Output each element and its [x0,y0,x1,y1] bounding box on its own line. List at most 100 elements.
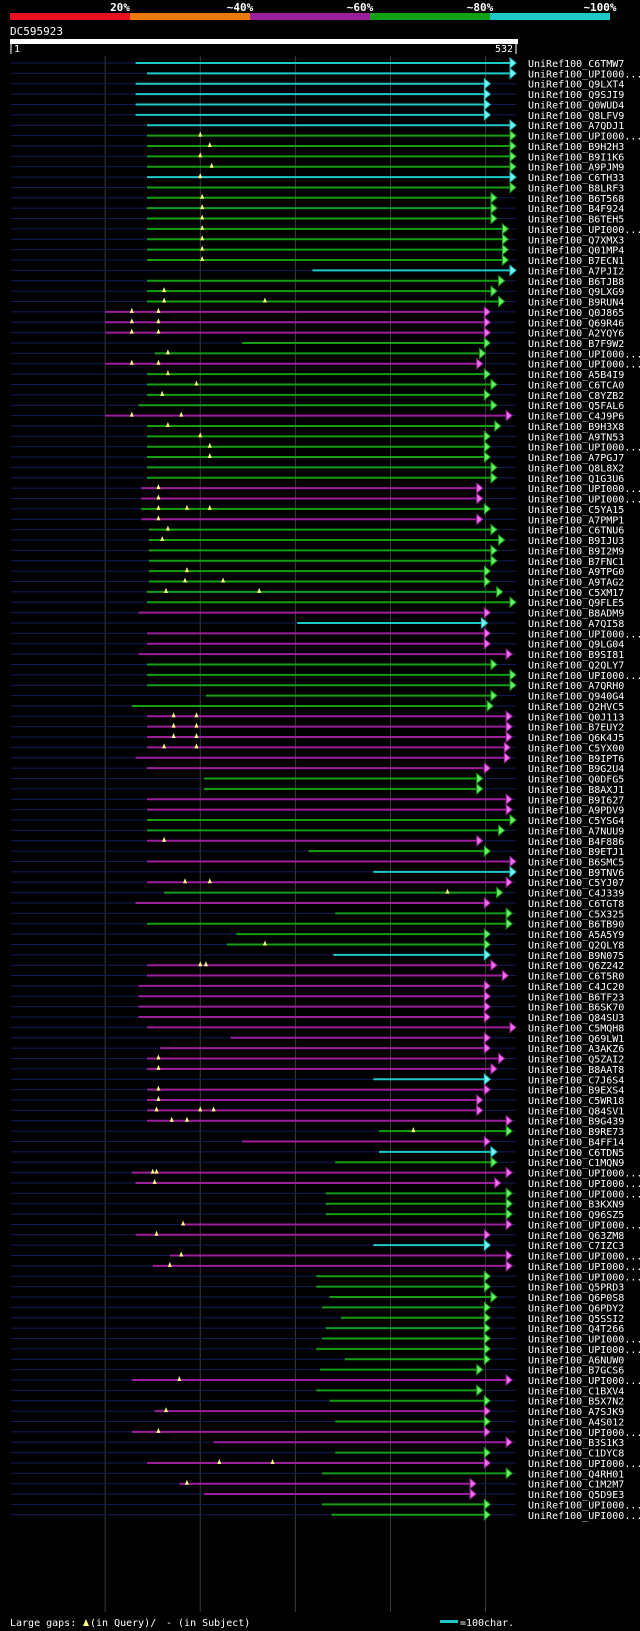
hit-label[interactable]: UniRef100_Q5SSI2 [528,1314,624,1325]
hit-label[interactable]: UniRef100_UPI000... [528,1345,640,1356]
hit-row[interactable]: UniRef100_C4J9P6 [11,409,624,423]
hit-row[interactable]: UniRef100_C6TDN5 [11,1145,624,1159]
hit-label[interactable]: UniRef100_C7J6S4 [528,1075,624,1086]
hit-label[interactable]: UniRef100_C6TGT8 [528,899,624,910]
hit-label[interactable]: UniRef100_B9SI81 [528,650,624,661]
hit-label[interactable]: UniRef100_B9H2H3 [528,142,624,153]
hit-label[interactable]: UniRef100_B6TF23 [528,992,624,1003]
hit-label[interactable]: UniRef100_Q96SZ5 [528,1210,624,1221]
hit-label[interactable]: UniRef100_C5YSG4 [528,816,624,827]
hit-row[interactable]: UniRef100_UPI000... [11,482,640,495]
hit-label[interactable]: UniRef100_A5A5Y9 [528,930,624,941]
hit-label[interactable]: UniRef100_UPI000... [528,1220,640,1231]
hit-row[interactable]: UniRef100_B6SMC5 [11,855,624,868]
hit-row[interactable]: UniRef100_Q01MP4 [11,243,624,257]
hit-row[interactable]: UniRef100_A9TPG0 [11,565,624,578]
hit-label[interactable]: UniRef100_C5YA15 [528,505,624,516]
hit-row[interactable]: UniRef100_Q2QLY8 [11,938,624,951]
hit-label[interactable]: UniRef100_B8AXJ1 [528,785,624,796]
hit-row[interactable]: UniRef100_A4S012 [11,1415,624,1428]
hit-label[interactable]: UniRef100_B8AAT8 [528,1065,624,1076]
hit-row[interactable]: UniRef100_A2YQY6 [11,326,624,340]
hit-row[interactable]: UniRef100_Q9FLE5 [11,596,624,609]
hit-row[interactable]: UniRef100_A7QDJ1 [11,119,624,132]
hit-row[interactable]: UniRef100_Q96SZ5 [11,1208,624,1221]
hit-row[interactable]: UniRef100_B4FF14 [11,1135,624,1148]
hit-label[interactable]: UniRef100_Q1G3U6 [528,474,624,485]
hit-label[interactable]: UniRef100_UPI000... [528,629,640,640]
hit-row[interactable]: UniRef100_Q5PRD3 [11,1280,624,1294]
hit-label[interactable]: UniRef100_A7QDJ1 [528,121,624,132]
hit-label[interactable]: UniRef100_A3AKZ6 [528,1044,624,1055]
hit-row[interactable]: UniRef100_Q9SJI9 [11,88,624,101]
hit-label[interactable]: UniRef100_B6TB90 [528,920,624,931]
hit-label[interactable]: UniRef100_A7SJK9 [528,1407,624,1418]
hit-label[interactable]: UniRef100_C7IZC3 [528,1241,624,1252]
hit-row[interactable]: UniRef100_B6TEH5 [11,212,624,226]
hit-label[interactable]: UniRef100_UPI000... [528,671,640,682]
hit-label[interactable]: UniRef100_B3KXN9 [528,1200,624,1211]
hit-label[interactable]: UniRef100_UPI000... [528,132,640,143]
hit-row[interactable]: UniRef100_UPI000... [11,1270,640,1283]
hit-row[interactable]: UniRef100_C6TGT8 [11,896,624,910]
hit-label[interactable]: UniRef100_UPI000... [528,495,640,506]
hit-row[interactable]: UniRef100_Q4T266 [11,1322,624,1335]
hit-row[interactable]: UniRef100_B7ECN1 [11,253,624,267]
hit-row[interactable]: UniRef100_C1BXV4 [11,1384,624,1397]
hit-row[interactable]: UniRef100_B6SK70 [11,1000,624,1014]
hit-row[interactable]: UniRef100_B8ADM9 [11,606,624,620]
hit-row[interactable]: UniRef100_A7PMP1 [11,513,624,526]
hit-row[interactable]: UniRef100_C5WR18 [11,1093,624,1107]
hit-label[interactable]: UniRef100_C5XM17 [528,588,624,599]
hit-label[interactable]: UniRef100_Q9FLE5 [528,598,624,609]
hit-row[interactable]: UniRef100_Q7XMX3 [11,233,624,246]
hit-row[interactable]: UniRef100_C7J6S4 [11,1073,624,1086]
hit-label[interactable]: UniRef100_C5MQH8 [528,1023,624,1034]
hit-row[interactable]: UniRef100_C5YA15 [11,502,624,516]
hit-label[interactable]: UniRef100_B4F886 [528,837,624,848]
hit-row[interactable]: UniRef100_A7NUU9 [11,824,624,837]
hit-row[interactable]: UniRef100_B9TNV6 [11,865,624,879]
hit-row[interactable]: UniRef100_Q0WUD4 [11,98,624,111]
hit-label[interactable]: UniRef100_UPI000... [528,1511,640,1522]
hit-row[interactable]: UniRef100_C7IZC3 [11,1239,624,1252]
hit-row[interactable]: UniRef100_B9G2U4 [11,762,624,775]
hit-label[interactable]: UniRef100_A2YQY6 [528,329,624,340]
hit-row[interactable]: UniRef100_A5A5Y9 [11,928,624,941]
hit-row[interactable]: UniRef100_UPI000... [11,1456,640,1470]
hit-label[interactable]: UniRef100_A5B4I9 [528,370,624,381]
hit-row[interactable]: UniRef100_B7FNC1 [11,554,624,568]
hit-row[interactable]: UniRef100_B8LRF3 [11,181,624,194]
hit-label[interactable]: UniRef100_C4J9P6 [528,412,624,423]
hit-label[interactable]: UniRef100_UPI000... [528,1262,640,1273]
hit-row[interactable]: UniRef100_B6T568 [11,191,624,205]
hit-row[interactable]: UniRef100_Q9LXG9 [11,285,624,298]
hit-label[interactable]: UniRef100_Q5FAL6 [528,401,624,412]
hit-label[interactable]: UniRef100_A9TN53 [528,432,624,443]
hit-label[interactable]: UniRef100_Q4RH01 [528,1469,624,1480]
hit-label[interactable]: UniRef100_C6T5R0 [528,972,624,983]
hit-label[interactable]: UniRef100_Q6Z242 [528,961,624,972]
hit-label[interactable]: UniRef100_Q84SU3 [528,1013,624,1024]
hit-row[interactable]: UniRef100_Q2HVC5 [11,699,624,713]
hit-label[interactable]: UniRef100_C4J339 [528,889,624,900]
hit-row[interactable]: UniRef100_Q0J113 [11,710,624,723]
hit-label[interactable]: UniRef100_B5X7N2 [528,1397,624,1408]
hit-label[interactable]: UniRef100_UPI000... [528,1335,640,1346]
hit-label[interactable]: UniRef100_Q2QLY8 [528,940,624,951]
hit-row[interactable]: UniRef100_B9I627 [11,793,624,806]
hit-row[interactable]: UniRef100_Q63ZM8 [11,1228,624,1242]
hit-row[interactable]: UniRef100_B9H2H3 [11,139,624,153]
hit-row[interactable]: UniRef100_A6NUW0 [11,1353,624,1366]
hit-label[interactable]: UniRef100_A9TPG0 [528,567,624,578]
hit-row[interactable]: UniRef100_B9I1K6 [11,150,624,163]
hit-row[interactable]: UniRef100_A7QI58 [11,616,624,630]
hit-label[interactable]: UniRef100_A7NUU9 [528,826,624,837]
hit-row[interactable]: UniRef100_C4J339 [11,886,624,900]
hit-label[interactable]: UniRef100_B7EUY2 [528,723,624,734]
hit-row[interactable]: UniRef100_B9RUN4 [11,295,624,309]
hit-label[interactable]: UniRef100_UPI000... [528,1376,640,1387]
hit-label[interactable]: UniRef100_UPI000... [528,1179,640,1190]
hit-label[interactable]: UniRef100_UPI000... [528,1252,640,1263]
hit-label[interactable]: UniRef100_Q6K4J5 [528,733,624,744]
